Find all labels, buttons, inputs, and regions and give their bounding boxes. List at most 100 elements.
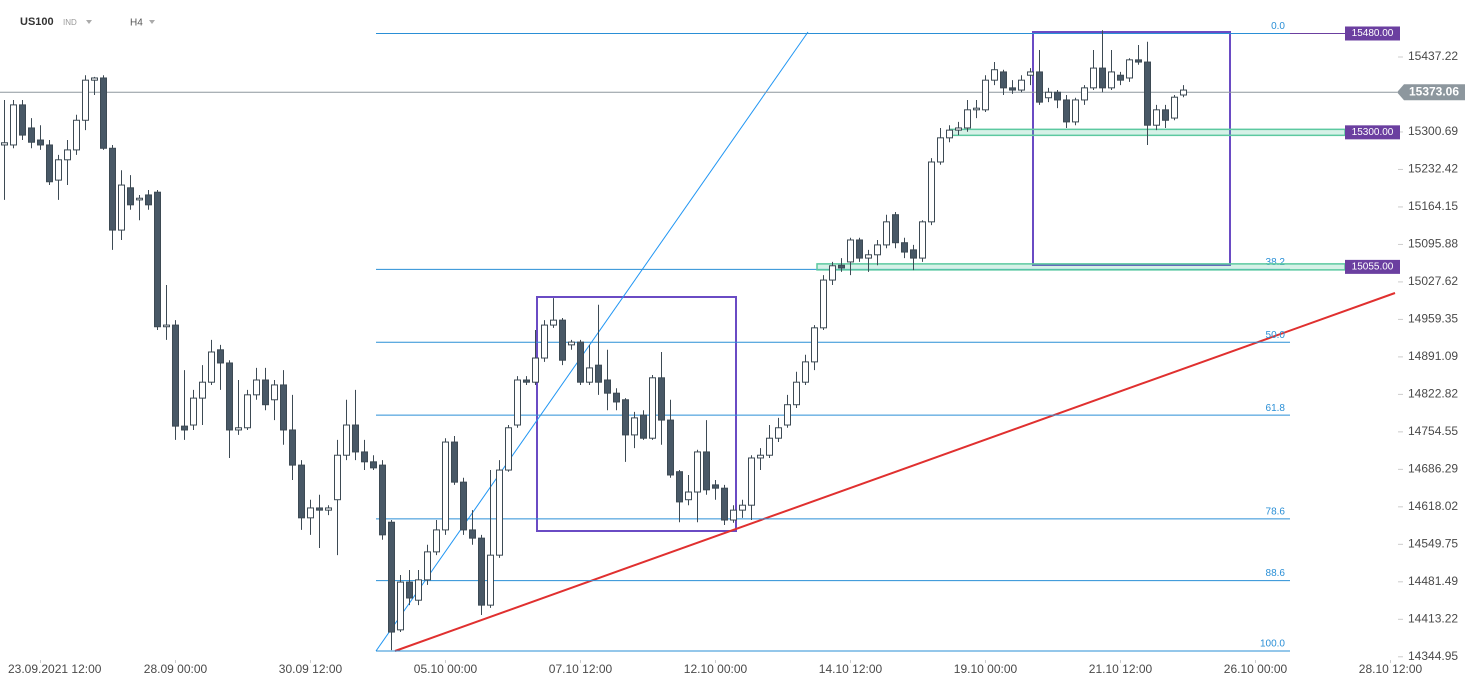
candle-body [244, 394, 251, 429]
candle-body [532, 357, 539, 383]
range-box [1032, 31, 1231, 266]
candle-body [271, 384, 278, 401]
candle-body [649, 377, 656, 439]
fib-label: 38.2 [1266, 257, 1286, 268]
candle-body [181, 425, 188, 431]
candle-body [595, 364, 602, 383]
candle-body [883, 221, 890, 246]
candle-body [604, 379, 611, 394]
x-tick-label: 21.10 12:00 [1089, 662, 1153, 676]
candle-body [847, 239, 854, 263]
instrument: US100 [20, 16, 54, 28]
candle-body [64, 149, 71, 161]
candle-body [775, 427, 782, 439]
candle-body [253, 379, 260, 396]
candle-body [118, 184, 125, 231]
candle-body [370, 461, 377, 469]
candle-body [199, 381, 206, 399]
candle-body [694, 451, 701, 493]
candle-body [658, 377, 665, 421]
candle-body [1099, 67, 1106, 89]
candle-body [10, 104, 17, 146]
candle-body [226, 362, 233, 431]
candle-body [19, 104, 26, 136]
candle-body [82, 79, 89, 121]
dropdown-arrow[interactable] [86, 20, 92, 24]
candle-body [739, 504, 746, 511]
candle-body [334, 454, 341, 501]
x-tick-label: 19.10 00:00 [954, 662, 1018, 676]
level-label: 15055.00 [1352, 262, 1394, 273]
candle-body [163, 324, 170, 328]
candle-body [820, 279, 827, 329]
current-price-label: 15373.06 [1409, 84, 1459, 98]
y-tick-label: 15027.62 [1408, 274, 1458, 288]
candle-body [307, 507, 314, 519]
candle-body [550, 319, 557, 326]
candle-body [1072, 99, 1079, 123]
candle-body [955, 127, 962, 131]
candle-body [451, 441, 458, 483]
level-zone [816, 263, 1346, 271]
candle-body [46, 144, 53, 183]
candle-body [433, 529, 440, 553]
trend-line [375, 31, 809, 652]
candle-body [397, 581, 404, 631]
candle-body [874, 244, 881, 256]
candle-body [811, 327, 818, 363]
candle-body [901, 242, 908, 253]
y-tick-label: 14891.09 [1408, 349, 1458, 363]
candle-body [352, 424, 359, 453]
x-tick-label: 23.09.2021 12:00 [8, 662, 102, 676]
candle-body [1180, 89, 1187, 96]
fib-label: 88.6 [1266, 568, 1286, 579]
candle-body [721, 487, 728, 521]
level-badge [1345, 259, 1400, 274]
candle-body [1027, 71, 1034, 76]
candle-body [109, 147, 116, 231]
fib-label: 78.6 [1266, 506, 1286, 517]
candle-body [910, 249, 917, 259]
dropdown-arrow[interactable] [149, 20, 155, 24]
candle-body [793, 381, 800, 406]
candle-body [1000, 71, 1007, 89]
candle-body [298, 464, 305, 519]
candle-body [262, 379, 269, 406]
trend-line [394, 292, 1396, 652]
candle-body [325, 507, 332, 511]
candle-body [766, 437, 773, 456]
candle-body [676, 471, 683, 503]
candle-body [964, 109, 971, 129]
y-tick-label: 15232.42 [1408, 162, 1458, 176]
level-label: 15480.00 [1352, 28, 1394, 39]
fib-label: 50.0 [1266, 330, 1286, 341]
candle-body [442, 441, 449, 531]
candle-body [55, 159, 62, 181]
candle-body [1063, 99, 1070, 123]
x-tick-label: 12.10 00:00 [684, 662, 748, 676]
y-tick-label: 14686.29 [1408, 462, 1458, 476]
candle-body [343, 424, 350, 456]
timeframe[interactable]: H4 [130, 18, 143, 29]
y-tick-label: 15437.22 [1408, 49, 1458, 63]
candle-body [235, 427, 242, 431]
y-tick-label: 15300.69 [1408, 124, 1458, 138]
candle-body [1090, 67, 1097, 89]
candle-body [829, 265, 836, 281]
x-tick-label: 28.09 00:00 [144, 662, 208, 676]
fib-label: 0.0 [1271, 21, 1285, 32]
candle-body [1108, 71, 1115, 89]
x-tick-label: 14.10 12:00 [819, 662, 883, 676]
candle-body [127, 187, 134, 206]
candle-body [289, 429, 296, 466]
candle-body [1153, 109, 1160, 126]
candle-body [316, 507, 323, 511]
level-label: 15300.00 [1352, 127, 1394, 138]
candle-body [487, 554, 494, 606]
candle-body [415, 579, 422, 601]
candle-body [982, 79, 989, 111]
candle-body [991, 69, 998, 81]
candle-body [1126, 59, 1133, 79]
x-tick-label: 30.09 12:00 [279, 662, 343, 676]
